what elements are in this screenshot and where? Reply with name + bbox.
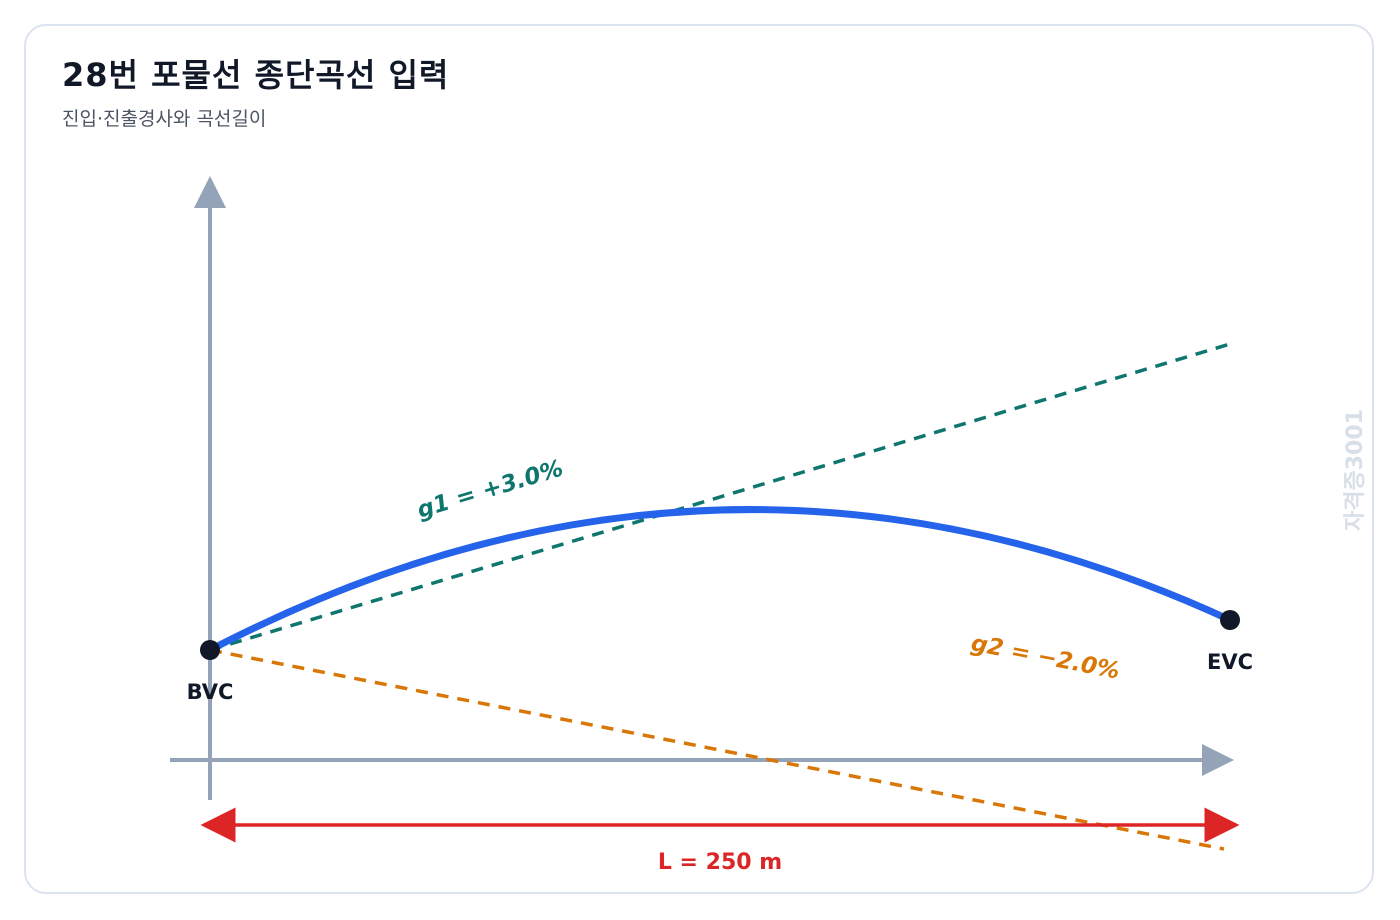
bvc-point <box>200 640 220 660</box>
g1-tangent-line <box>209 342 1231 652</box>
evc-label: EVC <box>1207 650 1253 674</box>
diagram-card <box>24 24 1374 894</box>
x-axis-arrowhead <box>1202 744 1234 776</box>
bvc-label: BVC <box>187 680 234 704</box>
g2-label: g2 = −2.0% <box>969 630 1122 684</box>
watermark-text: 자격증3001 <box>1343 409 1368 531</box>
page-title: 28번 포물선 종단곡선 입력 <box>62 56 450 94</box>
g1-label: g1 = +3.0% <box>414 456 566 524</box>
page-subtitle: 진입·진출경사와 곡선길이 <box>62 108 267 130</box>
evc-point <box>1220 610 1240 630</box>
parabolic-curve <box>206 506 1234 654</box>
g2-tangent-line <box>209 648 1225 851</box>
length-label: L = 250 m <box>658 850 782 875</box>
y-axis-arrowhead <box>194 176 226 208</box>
